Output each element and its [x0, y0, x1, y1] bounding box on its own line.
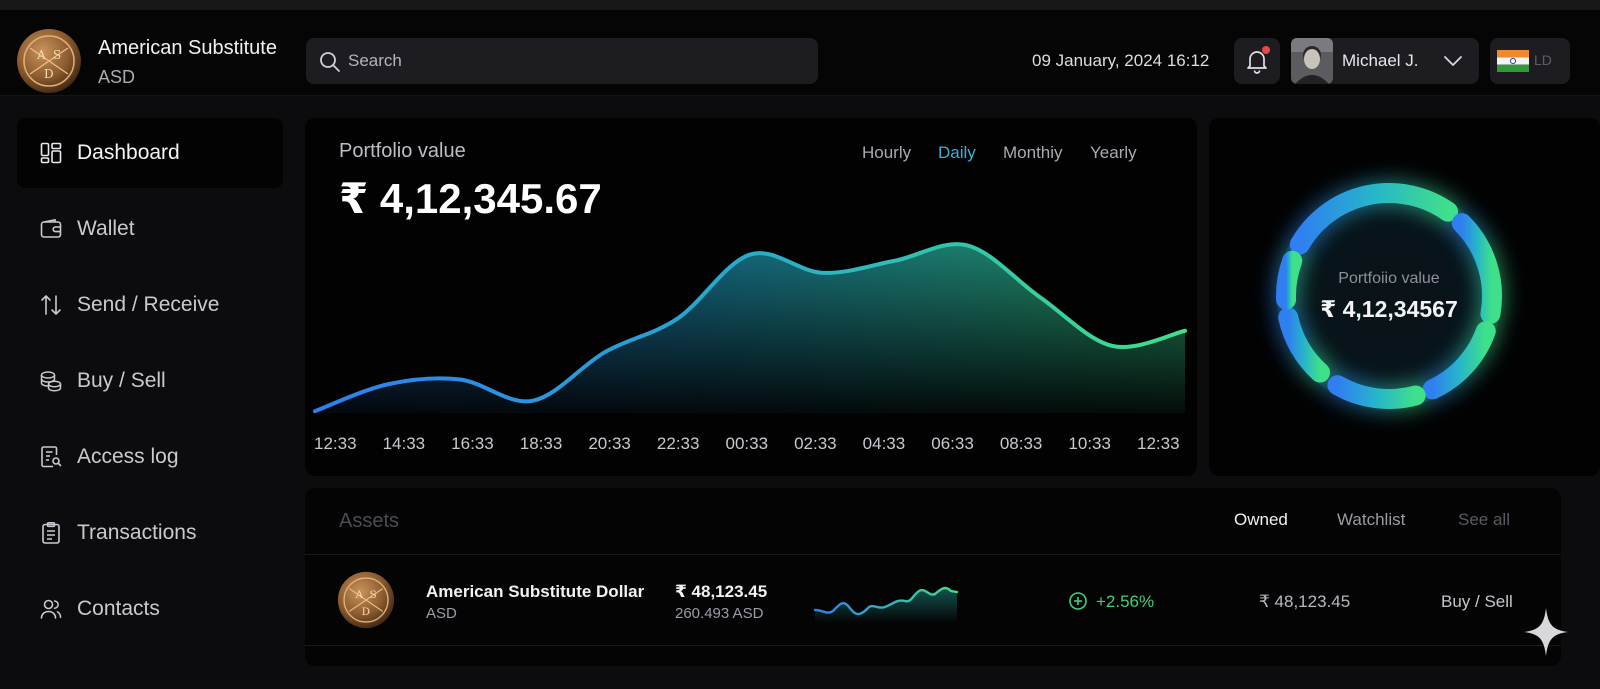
svg-text:S: S	[370, 589, 377, 601]
tab-yearly[interactable]: Yearly	[1090, 143, 1137, 162]
chevron-down-icon	[1444, 56, 1462, 66]
asd-coin-icon: A S D	[337, 571, 395, 629]
coins-stack-icon	[40, 371, 62, 392]
x-tick-label: 06:33	[931, 434, 974, 453]
sidebar-item-label: Contacts	[77, 597, 160, 620]
language-code: LD	[1534, 52, 1552, 68]
user-name: Michael J.	[1342, 51, 1419, 70]
sidebar-item-access-log[interactable]: Access log	[17, 422, 283, 492]
asset-holding: ₹ 48,123.45	[1259, 592, 1351, 611]
search-input[interactable]	[348, 38, 798, 84]
ring-title: Portfoiio value	[1338, 270, 1440, 287]
brand-ticker: ASD	[98, 67, 136, 87]
portfolio-area-chart	[313, 242, 1187, 414]
portfolio-ring-card: Portfoiio value ₹ 4,12,34567	[1209, 118, 1600, 476]
svg-text:A: A	[36, 48, 46, 62]
x-tick-label: 12:33	[1137, 434, 1180, 453]
svg-text:D: D	[44, 67, 54, 81]
ring-segment	[1422, 321, 1496, 400]
window-top-strip	[0, 0, 1600, 10]
plus-circle-icon	[1069, 592, 1087, 610]
tab-watchlist[interactable]: Watchlist	[1337, 510, 1406, 529]
x-tick-label: 22:33	[656, 434, 700, 453]
portfolio-value: ₹ 4,12,345.67	[339, 175, 602, 222]
current-datetime: 09 January, 2024 16:12	[1032, 51, 1210, 70]
assets-title: Assets	[339, 510, 400, 532]
sidebar-item-label: Wallet	[77, 217, 135, 240]
sidebar-item-buy-sell[interactable]: Buy / Sell	[17, 346, 283, 416]
asset-quantity: 260.493 ASD	[675, 605, 764, 622]
tab-hourly[interactable]: Hourly	[862, 143, 912, 162]
svg-text:D: D	[362, 606, 370, 618]
svg-text:S: S	[53, 48, 61, 62]
sidebar-item-contacts[interactable]: Contacts	[17, 574, 283, 644]
see-all-link[interactable]: See all	[1458, 510, 1510, 529]
asset-symbol: ASD	[426, 605, 457, 622]
sidebar-item-transactions[interactable]: Transactions	[17, 498, 283, 568]
chart-series-line	[313, 242, 1187, 414]
access-log-icon	[41, 446, 62, 468]
search-icon	[320, 52, 340, 72]
ring-segment	[1278, 307, 1331, 383]
x-tick-label: 12:33	[314, 434, 357, 453]
buy-sell-button[interactable]: Buy / Sell	[1441, 592, 1513, 611]
table-row[interactable]: A S D American Substitute Dollar ASD ₹ 4…	[305, 555, 1561, 645]
arrows-up-down-icon	[41, 295, 61, 315]
user-menu[interactable]: Michael J.	[1291, 38, 1479, 84]
ring-segment	[1451, 213, 1502, 324]
x-tick-label: 00:33	[725, 434, 769, 453]
sidebar-item-label: Transactions	[77, 521, 197, 544]
x-tick-label: 14:33	[382, 434, 426, 453]
language-selector[interactable]: LD	[1490, 38, 1570, 84]
sidebar-item-wallet[interactable]: Wallet	[17, 194, 283, 264]
brand-name: American Substitute	[98, 37, 277, 59]
asset-price: ₹ 48,123.45	[675, 582, 768, 601]
brand-logo[interactable]: A S D	[16, 28, 82, 94]
notifications-button[interactable]	[1234, 38, 1280, 84]
x-tick-label: 16:33	[451, 434, 494, 453]
chart-area-fill	[315, 244, 1185, 413]
divider	[305, 554, 1561, 555]
x-tick-label: 08:33	[999, 434, 1043, 453]
portfolio-ring-chart	[1273, 180, 1505, 412]
x-tick-label: 10:33	[1068, 434, 1111, 453]
assets-card: Assets Owned Watchlist See all A S D Ame…	[305, 488, 1561, 666]
sidebar: Dashboard Wallet Send / Receive Buy / Se…	[0, 97, 300, 689]
divider	[305, 645, 1561, 646]
search-bar[interactable]	[306, 38, 818, 84]
x-tick-label: 20:33	[588, 434, 631, 453]
dashboard-icon	[40, 142, 62, 164]
ring-segment	[1327, 375, 1426, 409]
portfolio-chart-card: Portfolio value ₹ 4,12,345.67 Hourly Dai…	[305, 118, 1197, 476]
india-flag-icon	[1497, 50, 1529, 72]
sidebar-item-send-receive[interactable]: Send / Receive	[17, 270, 283, 340]
ring-segment	[1276, 250, 1303, 310]
app-header: A S D American Substitute ASD 09 January…	[0, 10, 1600, 96]
x-tick-label: 02:33	[794, 434, 837, 453]
asset-name: American Substitute Dollar	[426, 582, 645, 601]
x-tick-label: 18:33	[519, 434, 563, 453]
contacts-icon	[40, 599, 62, 619]
wallet-icon	[40, 218, 62, 238]
clipboard-icon	[42, 522, 60, 544]
avatar	[1291, 38, 1333, 84]
tab-monthly[interactable]: Monthiy	[1003, 143, 1063, 162]
sidebar-item-dashboard[interactable]: Dashboard	[17, 118, 283, 188]
x-tick-label: 04:33	[862, 434, 906, 453]
asset-change-value: +2.56%	[1096, 592, 1155, 611]
sidebar-item-label: Send / Receive	[77, 293, 220, 316]
notification-dot	[1262, 46, 1270, 54]
sparkle-icon	[1524, 608, 1568, 656]
ring-segment	[1289, 183, 1459, 255]
tab-owned[interactable]: Owned	[1234, 510, 1288, 529]
tab-daily[interactable]: Daily	[938, 143, 976, 162]
svg-text:A: A	[354, 589, 363, 601]
ring-value: ₹ 4,12,34567	[1320, 296, 1458, 322]
sidebar-item-label: Dashboard	[77, 141, 180, 164]
sidebar-item-label: Buy / Sell	[77, 369, 166, 392]
bell-icon	[1247, 51, 1267, 74]
portfolio-title: Portfolio value	[339, 140, 466, 162]
sidebar-item-label: Access log	[77, 445, 179, 468]
asset-sparkline	[813, 586, 959, 623]
